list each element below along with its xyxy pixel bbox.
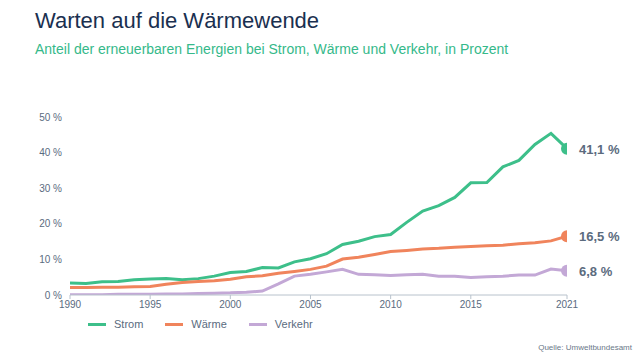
- svg-text:30 %: 30 %: [39, 183, 62, 194]
- svg-text:2021: 2021: [556, 299, 579, 310]
- svg-text:2010: 2010: [380, 299, 403, 310]
- svg-text:6,8 %: 6,8 %: [579, 264, 613, 279]
- html-text:Quelle: Umweltbundesamt: Quelle: Umweltbundesamt: [538, 343, 632, 352]
- svg-text:2015: 2015: [460, 299, 483, 310]
- html-text:Wärme: Wärme: [191, 318, 227, 330]
- svg-text:10 %: 10 %: [39, 254, 62, 265]
- svg-text:50 %: 50 %: [39, 112, 62, 123]
- html-text:Anteil der erneuerbaren Energi: Anteil der erneuerbaren Energien bei Str…: [35, 41, 509, 57]
- svg-text:1995: 1995: [139, 299, 162, 310]
- svg-text:1990: 1990: [59, 299, 82, 310]
- html-text:Verkehr: Verkehr: [274, 318, 313, 330]
- svg-text:0 %: 0 %: [45, 290, 62, 301]
- svg-text:20 %: 20 %: [39, 218, 62, 229]
- svg-text:41,1 %: 41,1 %: [579, 142, 620, 157]
- svg-text:2000: 2000: [219, 299, 242, 310]
- svg-text:40 %: 40 %: [39, 147, 62, 158]
- svg-text:2005: 2005: [299, 299, 322, 310]
- svg-text:16,5 %: 16,5 %: [579, 229, 620, 244]
- html-text:Strom: Strom: [114, 318, 144, 330]
- html-text:Warten auf die Wärmewende: Warten auf die Wärmewende: [35, 8, 320, 33]
